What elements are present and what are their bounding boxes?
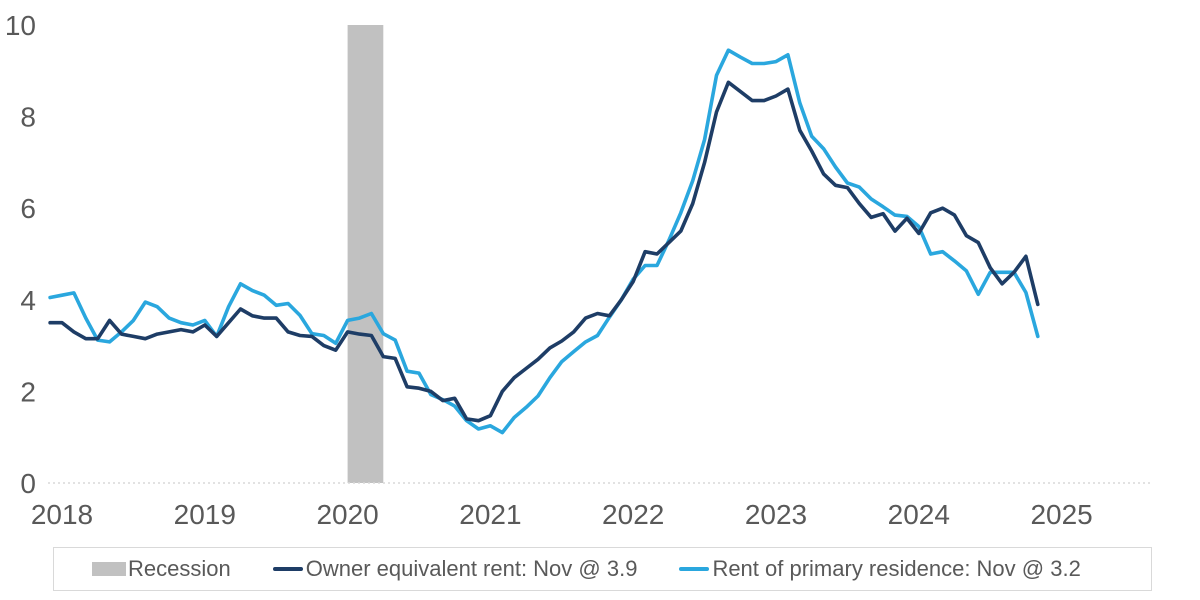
legend-item-owner-equivalent-rent: Owner equivalent rent: Nov @ 3.9 (272, 556, 638, 582)
series-rent-primary-residence-line (48, 48, 1040, 435)
x-axis-label: 2021 (459, 499, 521, 530)
legend-label-recession: Recession (128, 556, 231, 581)
y-axis-label: 0 (20, 468, 36, 499)
x-axis-label: 2020 (316, 499, 378, 530)
y-axis-label: 6 (20, 193, 36, 224)
legend-label-rent-primary-residence: Rent of primary residence: Nov @ 3.2 (712, 556, 1081, 581)
y-axis-label: 2 (20, 376, 36, 407)
y-axis-label: 10 (5, 10, 36, 41)
series-owner-equivalent-rent-line (48, 80, 1040, 423)
x-axis-label: 2024 (888, 499, 950, 530)
y-axis-label: 8 (20, 102, 36, 133)
legend-label-owner-equivalent-rent: Owner equivalent rent: Nov @ 3.9 (305, 556, 638, 581)
x-axis-label: 2025 (1030, 499, 1092, 530)
recession-band (347, 25, 384, 483)
x-axis-label: 2022 (602, 499, 664, 530)
owner-equivalent-rent-line-swatch-icon (272, 567, 303, 571)
legend-item-rent-primary-residence: Rent of primary residence: Nov @ 3.2 (679, 556, 1081, 582)
rent-primary-residence-line-swatch-icon (679, 567, 710, 571)
legend-item-recession: Recession (92, 556, 231, 582)
chart-legend: Recession Owner equivalent rent: Nov @ 3… (53, 547, 1152, 591)
y-axis-label: 4 (20, 285, 36, 316)
recession-swatch-icon (92, 562, 126, 576)
x-axis-label: 2018 (31, 499, 93, 530)
x-axis-label: 2019 (174, 499, 236, 530)
x-axis-label: 2023 (745, 499, 807, 530)
